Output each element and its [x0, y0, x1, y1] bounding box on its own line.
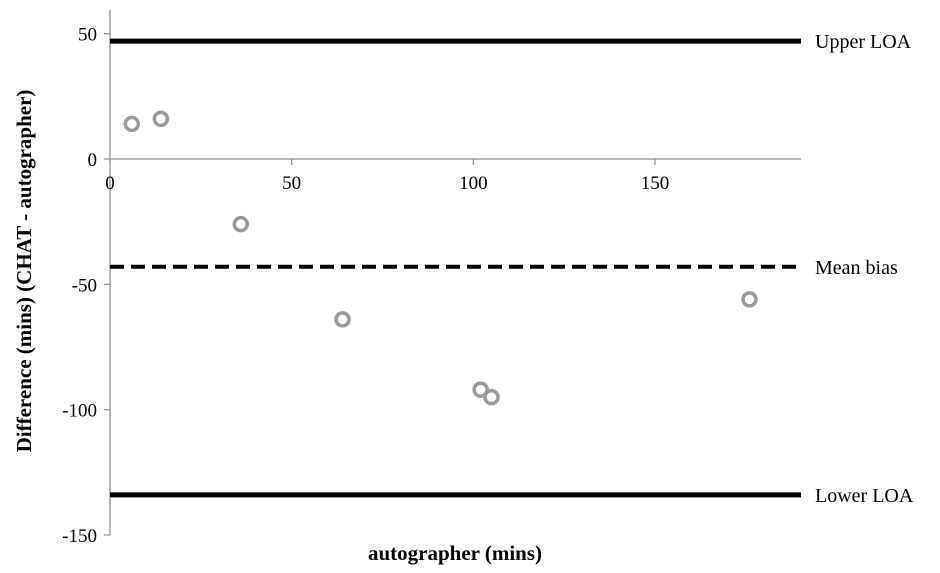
data-point — [152, 110, 170, 128]
data-point — [483, 388, 500, 406]
x-axis-title: autographer (mins) — [368, 541, 542, 565]
y-tick-label: -150 — [62, 526, 97, 547]
x-tick-label: 100 — [459, 173, 488, 194]
tick-labels: 50 0 -50 -100 -150 0 50 100 150 — [62, 25, 669, 547]
lower-loa-label: Lower LOA — [815, 485, 914, 507]
data-point — [232, 215, 250, 233]
data-point — [123, 115, 141, 133]
x-tick-label: 50 — [282, 173, 301, 194]
data-points — [123, 110, 758, 406]
upper-loa-label: Upper LOA — [815, 31, 912, 53]
y-tick-label: 0 — [88, 150, 98, 171]
x-tick-label: 0 — [105, 173, 115, 194]
data-point — [472, 381, 489, 398]
mean-bias-label: Mean bias — [815, 257, 898, 279]
y-tick-label: -100 — [62, 401, 97, 422]
y-axis-title: Difference (mins) (CHAT - autographer) — [12, 90, 36, 453]
reference-lines: Upper LOA Mean bias Lower LOA — [110, 31, 914, 507]
axes — [104, 10, 801, 536]
y-tick-label: 50 — [78, 25, 97, 46]
y-tick-label: -50 — [72, 275, 97, 296]
data-point — [741, 291, 758, 308]
data-point — [334, 311, 351, 328]
x-tick-label: 150 — [641, 173, 670, 194]
